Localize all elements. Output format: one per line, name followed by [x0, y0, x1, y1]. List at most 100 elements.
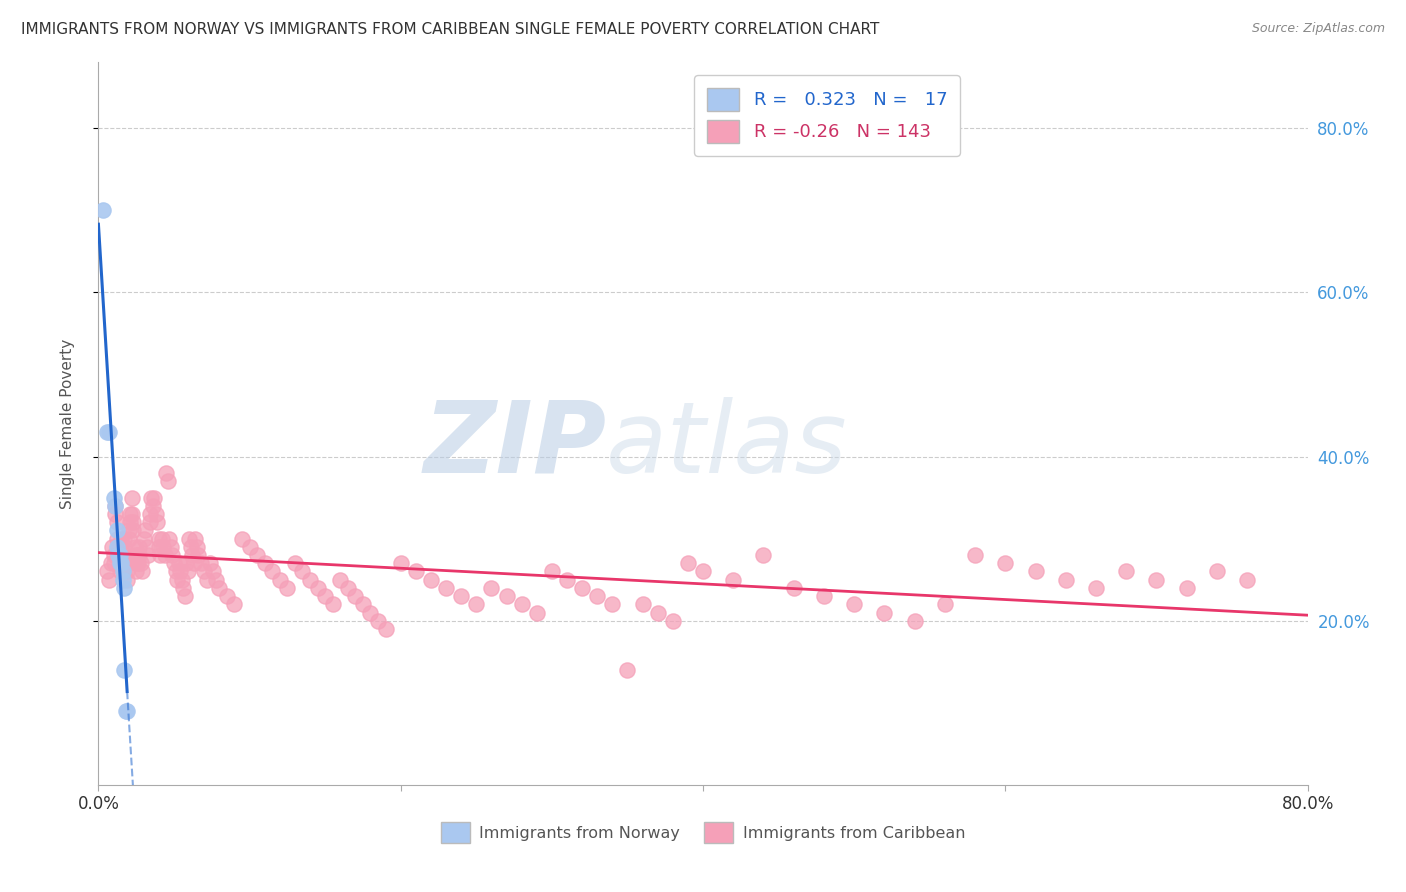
Point — [128, 548, 150, 562]
Text: Source: ZipAtlas.com: Source: ZipAtlas.com — [1251, 22, 1385, 36]
Point — [104, 499, 127, 513]
Point — [115, 565, 138, 579]
Point — [136, 548, 159, 562]
Point — [481, 581, 503, 595]
Point — [110, 556, 132, 570]
Point — [111, 556, 134, 570]
Point — [105, 540, 128, 554]
Point — [322, 598, 344, 612]
Point — [105, 515, 128, 529]
Point — [108, 556, 131, 570]
Point — [108, 565, 131, 579]
Point — [105, 524, 128, 538]
Point — [291, 565, 314, 579]
Point — [114, 556, 136, 570]
Point — [299, 573, 322, 587]
Point — [215, 589, 238, 603]
Point — [1085, 581, 1108, 595]
Point — [176, 565, 198, 579]
Point — [122, 515, 145, 529]
Point — [155, 466, 177, 480]
Point — [1206, 565, 1229, 579]
Point — [1175, 581, 1198, 595]
Point — [344, 589, 367, 603]
Point — [181, 548, 204, 562]
Point — [124, 540, 146, 554]
Point — [329, 573, 352, 587]
Point — [141, 491, 163, 505]
Point — [179, 532, 201, 546]
Point — [167, 556, 190, 570]
Point — [495, 589, 517, 603]
Point — [105, 532, 128, 546]
Point — [125, 556, 148, 570]
Point — [127, 556, 149, 570]
Point — [307, 581, 329, 595]
Point — [121, 491, 143, 505]
Point — [162, 548, 184, 562]
Point — [111, 565, 134, 579]
Point — [205, 573, 228, 587]
Point — [148, 532, 170, 546]
Point — [160, 540, 183, 554]
Point — [450, 589, 472, 603]
Point — [208, 581, 231, 595]
Point — [174, 556, 197, 570]
Point — [145, 507, 167, 521]
Point — [904, 614, 927, 628]
Point — [112, 532, 135, 546]
Point — [132, 532, 155, 546]
Point — [143, 491, 166, 505]
Point — [112, 540, 135, 554]
Point — [104, 499, 127, 513]
Point — [405, 565, 427, 579]
Point — [100, 556, 122, 570]
Point — [314, 589, 336, 603]
Text: ZIP: ZIP — [423, 397, 606, 494]
Point — [269, 573, 291, 587]
Point — [374, 622, 396, 636]
Point — [934, 598, 956, 612]
Point — [676, 556, 699, 570]
Point — [389, 556, 412, 570]
Point — [571, 581, 593, 595]
Legend: Immigrants from Norway, Immigrants from Caribbean: Immigrants from Norway, Immigrants from … — [434, 816, 972, 849]
Point — [170, 573, 193, 587]
Point — [844, 598, 866, 612]
Point — [692, 565, 714, 579]
Point — [163, 556, 186, 570]
Point — [555, 573, 578, 587]
Point — [98, 425, 121, 439]
Point — [107, 548, 129, 562]
Point — [1115, 565, 1137, 579]
Point — [134, 524, 156, 538]
Point — [172, 581, 194, 595]
Point — [150, 532, 173, 546]
Point — [152, 540, 174, 554]
Point — [873, 606, 896, 620]
Point — [1144, 573, 1167, 587]
Point — [602, 598, 624, 612]
Point — [98, 573, 121, 587]
Point — [190, 556, 212, 570]
Point — [165, 565, 187, 579]
Point — [253, 556, 276, 570]
Point — [231, 532, 253, 546]
Point — [103, 491, 125, 505]
Text: atlas: atlas — [606, 397, 848, 494]
Point — [128, 540, 150, 554]
Point — [125, 565, 148, 579]
Point — [103, 548, 125, 562]
Point — [120, 507, 142, 521]
Point — [129, 556, 152, 570]
Text: IMMIGRANTS FROM NORWAY VS IMMIGRANTS FROM CARIBBEAN SINGLE FEMALE POVERTY CORREL: IMMIGRANTS FROM NORWAY VS IMMIGRANTS FRO… — [21, 22, 880, 37]
Point — [336, 581, 359, 595]
Point — [131, 565, 153, 579]
Point — [200, 556, 222, 570]
Point — [146, 515, 169, 529]
Point — [166, 573, 188, 587]
Point — [420, 573, 443, 587]
Point — [367, 614, 389, 628]
Point — [156, 474, 179, 488]
Point — [114, 548, 136, 562]
